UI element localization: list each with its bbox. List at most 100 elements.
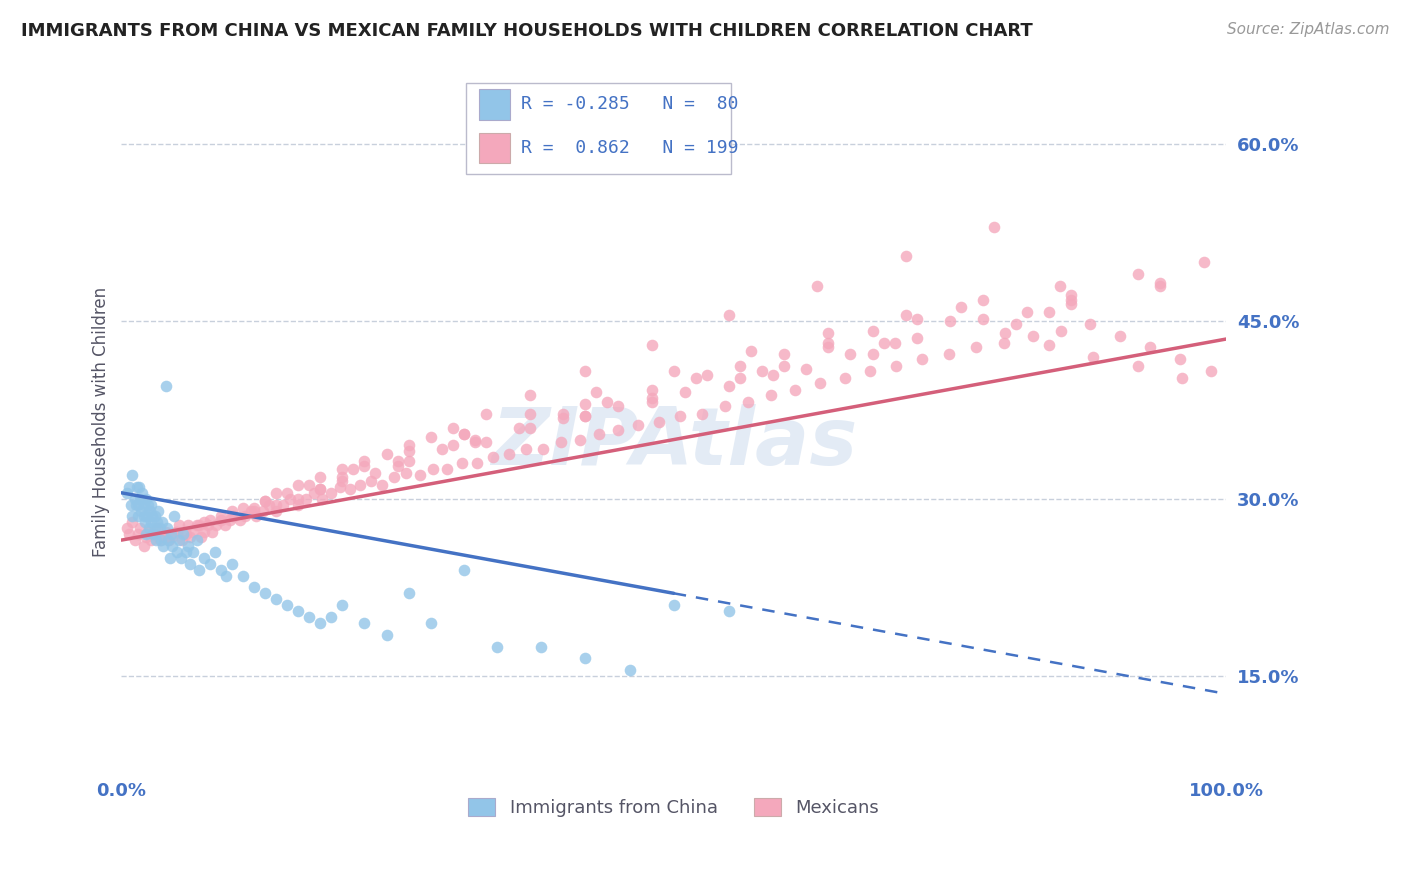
Point	[145, 533, 167, 547]
Point	[264, 498, 287, 512]
Point	[321, 610, 343, 624]
Point	[143, 521, 166, 535]
Point	[508, 421, 530, 435]
Point	[149, 521, 172, 535]
Point	[163, 509, 186, 524]
Point	[233, 509, 256, 524]
Point	[287, 491, 309, 506]
Point	[662, 364, 685, 378]
Point	[728, 371, 751, 385]
Point	[127, 498, 149, 512]
Point	[387, 458, 409, 473]
Point	[204, 545, 226, 559]
Point	[395, 466, 418, 480]
Point	[156, 533, 179, 547]
Point	[143, 509, 166, 524]
Bar	[479, 89, 510, 120]
Point	[398, 454, 420, 468]
Legend: Immigrants from China, Mexicans: Immigrants from China, Mexicans	[461, 790, 886, 824]
Point	[198, 557, 221, 571]
Point	[115, 485, 138, 500]
Point	[862, 347, 884, 361]
Point	[382, 470, 405, 484]
Point	[1021, 328, 1043, 343]
Point	[121, 468, 143, 483]
Point	[685, 371, 707, 385]
Point	[1038, 305, 1060, 319]
Point	[436, 462, 458, 476]
Point	[136, 524, 159, 539]
Point	[531, 442, 554, 456]
Point	[205, 517, 228, 532]
Point	[751, 364, 773, 378]
Text: ZIPAtlas: ZIPAtlas	[491, 404, 856, 482]
Point	[141, 509, 163, 524]
Point	[692, 407, 714, 421]
Point	[190, 530, 212, 544]
Point	[515, 442, 537, 456]
Point	[142, 527, 165, 541]
Point	[165, 524, 187, 539]
Point	[127, 509, 149, 524]
Point	[309, 482, 332, 496]
Point	[167, 517, 190, 532]
Point	[138, 521, 160, 535]
Point	[167, 533, 190, 547]
Point	[177, 517, 200, 532]
Point	[806, 278, 828, 293]
Point	[125, 498, 148, 512]
Point	[740, 343, 762, 358]
Point	[353, 454, 375, 468]
Point	[156, 521, 179, 535]
Point	[155, 379, 177, 393]
Bar	[479, 133, 510, 163]
Point	[1199, 364, 1222, 378]
Point	[245, 509, 267, 524]
Point	[464, 433, 486, 447]
Point	[519, 387, 541, 401]
Point	[329, 480, 352, 494]
Point	[276, 598, 298, 612]
Point	[553, 411, 575, 425]
Point	[166, 524, 188, 539]
Point	[141, 498, 163, 512]
Point	[187, 517, 209, 532]
Point	[375, 447, 398, 461]
Point	[453, 426, 475, 441]
Point	[911, 352, 934, 367]
Point	[1050, 324, 1073, 338]
Point	[129, 491, 152, 506]
Point	[481, 450, 503, 465]
Point	[588, 426, 610, 441]
Point	[475, 434, 498, 449]
Point	[773, 359, 796, 374]
Point	[228, 513, 250, 527]
Point	[287, 604, 309, 618]
Point	[673, 385, 696, 400]
Point	[550, 434, 572, 449]
Point	[422, 462, 444, 476]
Point	[239, 503, 262, 517]
Point	[135, 530, 157, 544]
Point	[232, 501, 254, 516]
Point	[302, 485, 325, 500]
Point	[530, 640, 553, 654]
Point	[136, 498, 159, 512]
Point	[120, 498, 142, 512]
Point	[129, 521, 152, 535]
Point	[115, 521, 138, 535]
Point	[232, 568, 254, 582]
Point	[441, 421, 464, 435]
Point	[371, 477, 394, 491]
Point	[179, 557, 201, 571]
Point	[859, 364, 882, 378]
Point	[276, 485, 298, 500]
Point	[905, 331, 928, 345]
Point	[360, 474, 382, 488]
Point	[186, 517, 208, 532]
Point	[519, 421, 541, 435]
Point	[574, 409, 596, 423]
Point	[568, 433, 591, 447]
Point	[737, 394, 759, 409]
Point	[640, 394, 662, 409]
